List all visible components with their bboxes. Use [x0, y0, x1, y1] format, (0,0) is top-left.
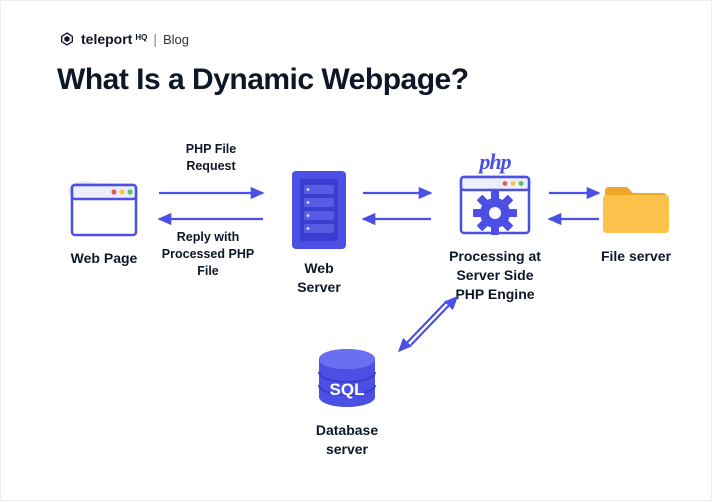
folder-icon [599, 177, 673, 239]
arrow-db-to-proc [411, 297, 457, 345]
logo-icon [59, 31, 75, 47]
node-webpage: Web Page [59, 179, 149, 268]
node-database-label: Database server [297, 421, 397, 459]
database-icon: SQL [312, 347, 382, 413]
edge-reply-label: Reply with Processed PHP File [153, 229, 263, 280]
node-fileserver: File server [591, 177, 681, 266]
node-processing: php Processing at Server S [445, 149, 545, 304]
edge-request-label: PHP File Request [161, 141, 261, 175]
brand-hq: HQ [135, 33, 147, 42]
arrow-proc-to-db [399, 301, 447, 351]
node-processing-label: Processing at Server Side PHP Engine [449, 247, 541, 304]
server-icon [290, 169, 348, 251]
node-webserver: Web Server [283, 169, 355, 297]
browser-icon [66, 179, 142, 241]
php-logo-text: php [479, 149, 510, 175]
page-title: What Is a Dynamic Webpage? [57, 63, 469, 97]
node-database: SQL Database server [297, 347, 397, 459]
gear-browser-icon [455, 173, 535, 239]
node-webpage-label: Web Page [71, 249, 138, 268]
brand-section: Blog [163, 32, 189, 47]
brand-name: teleport [81, 31, 132, 47]
brand-logo: teleport HQ | Blog [59, 31, 189, 47]
node-webserver-label: Web Server [283, 259, 355, 297]
node-fileserver-label: File server [601, 247, 671, 266]
sql-text: SQL [330, 380, 365, 399]
brand-sep: | [153, 31, 157, 47]
